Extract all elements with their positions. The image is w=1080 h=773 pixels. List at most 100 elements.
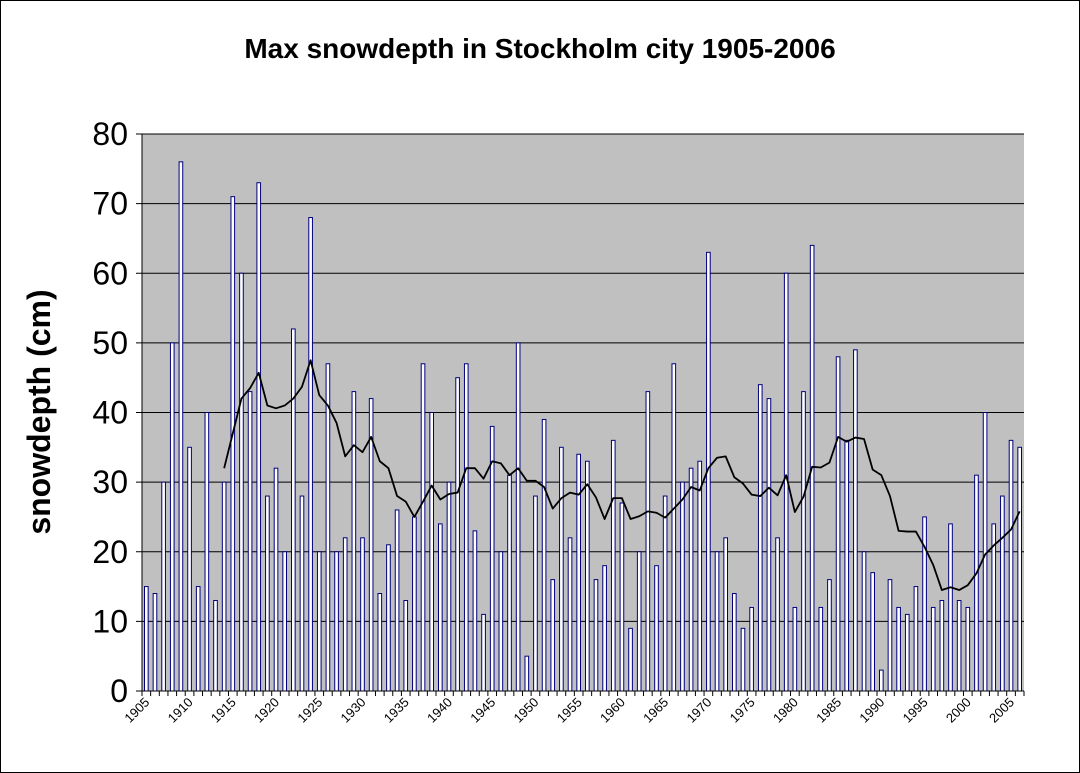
bar (775, 537, 780, 692)
bar (144, 586, 149, 692)
bar (394, 509, 400, 692)
y-tick-label: 60 (92, 255, 128, 291)
bar (671, 363, 677, 692)
bar (792, 606, 798, 692)
bar (342, 537, 348, 692)
bar (446, 481, 452, 692)
x-tick-label: 1915 (208, 695, 239, 726)
bar (593, 579, 599, 692)
bar (489, 425, 495, 692)
bar (861, 551, 867, 692)
bar (507, 474, 512, 692)
bar (386, 544, 391, 692)
bar (835, 356, 841, 692)
bar (879, 669, 884, 692)
bar (723, 537, 728, 692)
x-tick-label: 1950 (510, 695, 541, 726)
bar (213, 599, 218, 692)
bar (567, 537, 573, 692)
bar (1000, 495, 1005, 692)
bar (195, 586, 201, 692)
bar (896, 606, 901, 692)
bar (360, 537, 365, 692)
bar (662, 495, 668, 692)
bar (533, 495, 538, 692)
bar (377, 593, 383, 692)
bar (827, 579, 832, 692)
bar (904, 613, 910, 692)
x-tick-label: 1990 (856, 695, 887, 726)
bar (636, 551, 642, 692)
y-tick-labels: 0 10 20 30 40 50 60 70 80 (92, 116, 128, 709)
y-tick-label: 40 (92, 395, 128, 431)
bar (749, 606, 754, 692)
bar (265, 495, 270, 692)
bar (412, 516, 417, 692)
bar (230, 196, 236, 692)
x-tick-label: 1965 (640, 695, 671, 726)
bar (965, 606, 971, 692)
x-tick-label: 1985 (813, 695, 844, 726)
bar (757, 384, 763, 692)
x-tick-label: 1975 (727, 695, 758, 726)
y-axis-label: snowdepth (cm) (21, 289, 57, 534)
bar (974, 474, 979, 692)
x-tick-label: 1940 (424, 695, 455, 726)
x-tick-label: 1935 (381, 695, 412, 726)
bar (420, 363, 426, 692)
bar (740, 627, 746, 692)
bar (438, 523, 443, 692)
bar (585, 460, 590, 692)
bar (550, 579, 556, 692)
bar (247, 391, 253, 692)
bar (221, 481, 227, 692)
bar (801, 391, 806, 692)
bar (697, 460, 703, 692)
bar (463, 363, 469, 692)
bar (187, 446, 192, 692)
y-tick-label: 10 (92, 603, 128, 639)
bar (576, 453, 581, 692)
x-tick-label: 1910 (165, 695, 196, 726)
x-tick-label: 1925 (294, 695, 325, 726)
moving-average-series (223, 359, 1021, 591)
bar (870, 572, 875, 692)
bar (455, 377, 460, 692)
bar (559, 446, 564, 692)
bar (152, 593, 158, 692)
bar (628, 627, 633, 692)
bar (178, 161, 184, 692)
bar (429, 412, 434, 692)
bar (498, 551, 504, 692)
gridlines (142, 133, 1024, 692)
bar (930, 606, 936, 692)
bar (610, 439, 616, 692)
x-tick-label: 1960 (597, 695, 628, 726)
bar (991, 523, 997, 692)
bar (515, 342, 521, 692)
bar (169, 342, 175, 692)
y-tick-label: 0 (110, 673, 128, 709)
bar (818, 606, 824, 692)
x-tick-label: 1930 (338, 695, 369, 726)
bar (844, 439, 850, 692)
bar (602, 565, 607, 692)
bar (853, 349, 858, 692)
x-tick-label: 1945 (467, 695, 498, 726)
x-tick-label: 1955 (554, 695, 585, 726)
bar (308, 217, 313, 692)
bar (948, 523, 953, 692)
bar (273, 467, 279, 692)
y-tick-label: 30 (92, 464, 128, 500)
y-tick-label: 20 (92, 534, 128, 570)
bar (291, 328, 296, 692)
bar (1008, 439, 1014, 692)
bar (956, 599, 962, 692)
bar (1017, 446, 1022, 692)
bar (939, 599, 945, 692)
chart-title: Max snowdepth in Stockholm city 1905-200… (244, 33, 835, 64)
bar (282, 551, 287, 692)
x-tick-label: 1995 (900, 695, 931, 726)
bar (299, 495, 305, 692)
